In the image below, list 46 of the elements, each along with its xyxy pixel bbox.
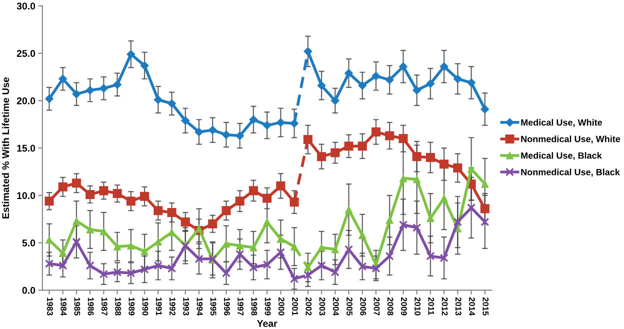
x-tick-label: 1992 bbox=[170, 298, 176, 316]
y-axis-title: Estimated % With Lifetime Use bbox=[2, 77, 10, 218]
x-tick-label: 1986 bbox=[88, 298, 94, 316]
x-tick-label: 2005 bbox=[346, 297, 352, 316]
x-tick-label: 1988 bbox=[115, 298, 121, 316]
x-tick-label: 1990 bbox=[142, 298, 148, 316]
x-tick-label: 1983 bbox=[46, 298, 53, 316]
legend-label: Medical Use, Black bbox=[521, 152, 602, 160]
x-tick-label: 1994 bbox=[196, 298, 203, 316]
x-tick-label: 1987 bbox=[101, 298, 108, 316]
x-tick-label: 2012 bbox=[442, 297, 448, 316]
x-tick-label: 1998 bbox=[251, 298, 258, 316]
y-tick-label: 30.0 bbox=[16, 2, 36, 10]
x-tick-label: 2003 bbox=[319, 297, 326, 316]
x-tick-label: 2000 bbox=[278, 297, 284, 316]
x-tick-label: 1989 bbox=[128, 298, 135, 316]
x-tick-label: 1996 bbox=[224, 298, 230, 316]
x-tick-label: 2001 bbox=[292, 297, 298, 316]
x-tick-label: 1985 bbox=[74, 298, 80, 316]
y-tick-label: 0.0 bbox=[22, 286, 36, 294]
x-tick-label: 1997 bbox=[238, 298, 244, 316]
y-tick-label: 10.0 bbox=[17, 192, 36, 200]
y-tick-label: 20.0 bbox=[16, 97, 36, 104]
legend-label: Nonmedical Use, White bbox=[521, 136, 620, 144]
y-tick-label: 5.0 bbox=[22, 240, 36, 246]
legend-label: Medical Use, White bbox=[521, 119, 602, 127]
x-tick-label: 1984 bbox=[60, 298, 67, 316]
legend-label: Nonmedical Use, Black bbox=[521, 168, 620, 177]
x-tick-label: 1991 bbox=[156, 298, 162, 316]
x-tick-label: 2015 bbox=[482, 297, 489, 316]
x-tick-label: 1999 bbox=[264, 298, 271, 316]
y-tick-label: 15.0 bbox=[17, 144, 36, 152]
x-tick-label: 2009 bbox=[400, 297, 407, 316]
x-tick-label: 1995 bbox=[210, 298, 216, 316]
x-tick-label: 2010 bbox=[414, 297, 420, 316]
x-tick-label: 2011 bbox=[428, 297, 434, 315]
x-tick-label: 2007 bbox=[374, 297, 380, 316]
x-axis-title: Year bbox=[256, 320, 278, 327]
x-tick-label: 1993 bbox=[183, 298, 190, 316]
x-tick-label: 2002 bbox=[306, 297, 312, 316]
x-tick-label: 2006 bbox=[360, 297, 366, 316]
x-tick-label: 2014 bbox=[469, 297, 475, 316]
y-tick-label: 25.0 bbox=[16, 50, 36, 57]
x-tick-label: 2004 bbox=[332, 297, 339, 316]
x-tick-label: 2013 bbox=[455, 297, 462, 316]
x-tick-label: 2008 bbox=[387, 297, 394, 316]
